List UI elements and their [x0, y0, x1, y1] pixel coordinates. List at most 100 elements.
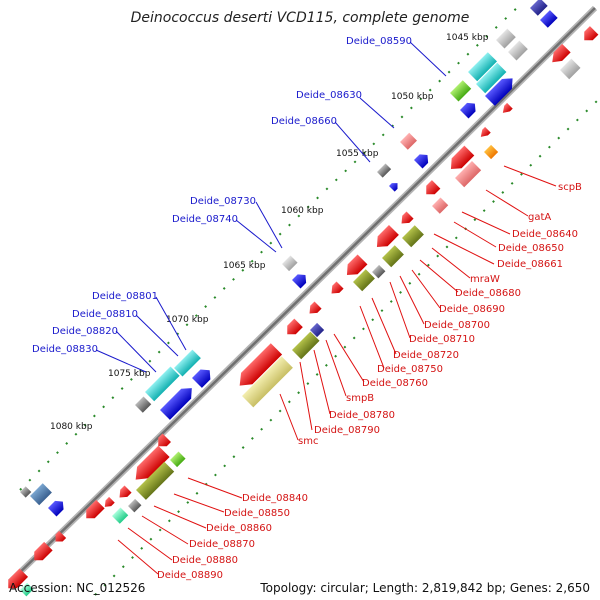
- gene-block[interactable]: [136, 461, 175, 500]
- gene-block[interactable]: [507, 40, 528, 61]
- gene-label[interactable]: Deide_08630: [296, 90, 362, 101]
- gene-block[interactable]: [353, 269, 375, 292]
- gene-label[interactable]: Deide_08690: [439, 304, 505, 315]
- gene-label[interactable]: Deide_08820: [52, 326, 118, 337]
- gene-arrow[interactable]: [398, 211, 414, 228]
- gene-block[interactable]: [400, 132, 417, 150]
- gene-label[interactable]: smc: [298, 436, 318, 447]
- gene-label[interactable]: gatA: [528, 212, 551, 223]
- gene-arrow[interactable]: [102, 496, 115, 510]
- gene-block[interactable]: [372, 264, 386, 279]
- gene-label[interactable]: Deide_08840: [242, 493, 308, 504]
- gene-labels-red: scpB gatA Deide_08640 Deide_08650 Deide_…: [157, 182, 582, 581]
- gene-block[interactable]: [402, 225, 424, 248]
- gene-block[interactable]: [310, 322, 325, 338]
- gene-arrow[interactable]: [414, 151, 432, 169]
- gene-block[interactable]: [496, 28, 516, 49]
- gene-arrow[interactable]: [422, 180, 441, 198]
- gene-label[interactable]: Deide_08700: [424, 320, 490, 331]
- gene-label[interactable]: Deide_08661: [497, 259, 563, 270]
- kbp-scale: 1045 kbp 1050 kbp 1055 kbp 1060 kbp 1065…: [50, 33, 489, 432]
- gene-block[interactable]: [560, 58, 581, 80]
- gene-block[interactable]: [455, 161, 482, 188]
- gene-block[interactable]: [450, 80, 472, 102]
- gene-block[interactable]: [476, 62, 507, 94]
- gene-label[interactable]: Deide_08880: [172, 555, 238, 566]
- kbp-label: 1055 kbp: [336, 149, 379, 159]
- gene-block[interactable]: [484, 144, 499, 160]
- gene-block[interactable]: [241, 356, 293, 408]
- gene-block[interactable]: [382, 245, 404, 268]
- gene-label[interactable]: Deide_08830: [32, 344, 98, 355]
- gene-label[interactable]: Deide_08650: [498, 243, 564, 254]
- gene-block[interactable]: [112, 507, 129, 524]
- gene-arrow[interactable]: [478, 126, 491, 140]
- gene-arrow[interactable]: [306, 301, 322, 318]
- gene-arrow[interactable]: [130, 445, 170, 486]
- kbp-label: 1065 kbp: [223, 261, 266, 271]
- gene-block[interactable]: [128, 498, 142, 513]
- gene-block[interactable]: [174, 349, 201, 377]
- gene-block[interactable]: [432, 197, 449, 214]
- gene-label[interactable]: Deide_08730: [190, 196, 256, 207]
- gene-arrow[interactable]: [116, 485, 132, 502]
- gene-arrow[interactable]: [30, 541, 53, 565]
- gene-label[interactable]: Deide_08660: [271, 116, 337, 127]
- gene-arrow[interactable]: [548, 43, 571, 67]
- gene-arrow[interactable]: [372, 225, 399, 252]
- gene-block[interactable]: [540, 10, 558, 28]
- gene-arrow[interactable]: [283, 318, 303, 339]
- gene-block[interactable]: [30, 483, 52, 506]
- gene-block[interactable]: [135, 396, 152, 413]
- leader-lines-red: [117, 165, 557, 575]
- gene-label[interactable]: Deide_08590: [346, 36, 412, 47]
- map-title: Deinococcus deserti VCD115, complete gen…: [131, 10, 470, 26]
- gene-arrow[interactable]: [234, 343, 283, 391]
- gene-block[interactable]: [170, 451, 186, 468]
- gene-arrow[interactable]: [192, 365, 215, 388]
- gene-label[interactable]: mraW: [470, 274, 500, 285]
- gene-label[interactable]: Deide_08890: [157, 570, 223, 581]
- gene-block[interactable]: [292, 331, 320, 360]
- gene-label[interactable]: Deide_08710: [409, 334, 475, 345]
- gene-label[interactable]: Deide_08720: [393, 350, 459, 361]
- gene-label[interactable]: Deide_08850: [224, 508, 290, 519]
- gene-label[interactable]: Deide_08640: [512, 229, 578, 240]
- gene-arrow[interactable]: [389, 180, 400, 192]
- gene-label[interactable]: scpB: [558, 182, 582, 193]
- gene-block[interactable]: [20, 582, 34, 597]
- gene-block[interactable]: [145, 366, 180, 402]
- gene-label[interactable]: Deide_08870: [189, 539, 255, 550]
- gene-arrow[interactable]: [160, 383, 197, 420]
- accession-text: Accession: NC_012526: [9, 581, 146, 595]
- gene-block[interactable]: [377, 163, 392, 178]
- gene-arrow[interactable]: [460, 99, 479, 119]
- gene-label[interactable]: Deide_08801: [92, 291, 158, 302]
- gene-block[interactable]: [530, 0, 548, 16]
- gene-arrow[interactable]: [292, 271, 310, 289]
- gene-label[interactable]: Deide_08810: [72, 309, 138, 320]
- genes-strand-plus: [20, 0, 558, 517]
- gene-label[interactable]: Deide_08760: [362, 378, 428, 389]
- gene-label[interactable]: Deide_08860: [206, 523, 272, 534]
- gene-arrow[interactable]: [52, 530, 67, 545]
- gene-label[interactable]: Deide_08680: [455, 288, 521, 299]
- gene-label[interactable]: Deide_08790: [314, 425, 380, 436]
- gene-arrow[interactable]: [48, 497, 67, 517]
- gene-label[interactable]: Deide_08750: [377, 364, 443, 375]
- gene-arrow[interactable]: [4, 568, 29, 592]
- gene-arrow[interactable]: [446, 145, 475, 174]
- gene-arrow[interactable]: [342, 254, 368, 279]
- gene-label[interactable]: Deide_08740: [172, 214, 238, 225]
- gene-arrow[interactable]: [485, 73, 518, 106]
- gene-block[interactable]: [282, 255, 298, 272]
- gene-arrow[interactable]: [82, 499, 105, 523]
- gene-label[interactable]: smpB: [346, 393, 374, 404]
- gene-arrow[interactable]: [328, 281, 344, 298]
- gene-block[interactable]: [20, 486, 32, 498]
- gene-arrow[interactable]: [580, 26, 599, 44]
- gene-arrow[interactable]: [500, 102, 513, 116]
- gene-arrow[interactable]: [154, 433, 171, 451]
- gene-block[interactable]: [468, 52, 497, 82]
- gene-label[interactable]: Deide_08780: [329, 410, 395, 421]
